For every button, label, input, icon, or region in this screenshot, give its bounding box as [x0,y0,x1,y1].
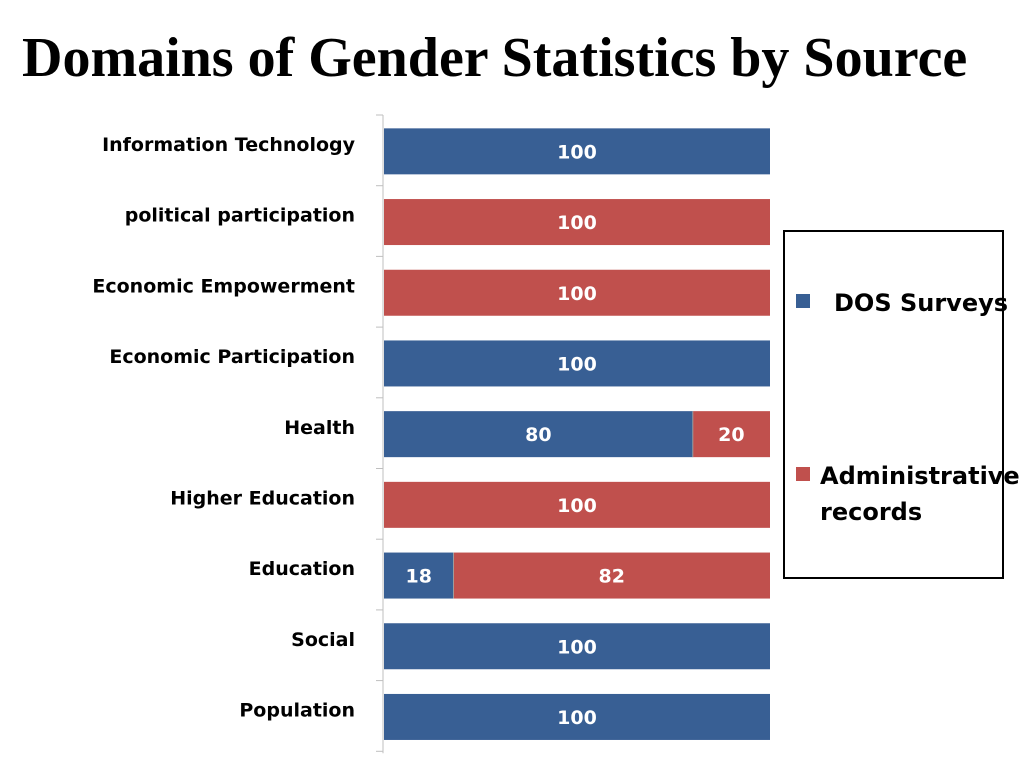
bar-administrative-records-economic-empowerment [384,269,770,316]
category-label-economic-empowerment: Economic Empowerment [92,275,355,297]
legend-swatch-dos-surveys [796,294,810,308]
bar-dos-surveys-social [384,623,770,670]
value-label-administrative-records-economic-empowerment: 100 [557,283,597,305]
category-label-education: Education [249,558,355,580]
value-label-dos-surveys-population: 100 [557,707,597,729]
category-labels: Information Technology political particip… [92,134,355,722]
value-label-administrative-records-higher-education: 100 [557,495,597,517]
bar-administrative-records-higher-education [384,481,770,528]
category-label-social: Social [291,629,355,651]
bar-administrative-records-political-participation [384,199,770,246]
legend-label-dos-surveys: DOS Surveys [834,289,1009,317]
legend-swatch-administrative-records [796,467,810,481]
value-labels: 100 100 100 100 80 20 100 18 82 100 100 [406,141,745,729]
bar-administrative-records-health [692,411,770,458]
value-label-administrative-records-health: 20 [718,424,744,446]
bar-dos-surveys-information-technology [384,128,770,175]
value-label-administrative-records-education: 82 [599,566,625,588]
value-label-dos-surveys-education: 18 [406,566,432,588]
value-label-dos-surveys-health: 80 [525,424,551,446]
bar-dos-surveys-economic-participation [384,340,770,387]
bar-dos-surveys-education [384,552,454,599]
category-axis [376,114,384,754]
value-label-dos-surveys-economic-participation: 100 [557,353,597,375]
category-label-population: Population [239,700,355,722]
legend: DOS Surveys Administrative records [783,230,1020,579]
bars [384,128,770,740]
category-label-information-technology: Information Technology [102,134,356,156]
value-label-dos-surveys-social: 100 [557,636,597,658]
bar-dos-surveys-population [384,693,770,740]
category-label-health: Health [284,417,355,439]
bar-dos-surveys-health [384,411,693,458]
category-label-higher-education: Higher Education [170,488,355,510]
category-label-political-participation: political participation [125,205,355,227]
category-label-economic-participation: Economic Participation [109,346,355,368]
bar-administrative-records-education [453,552,770,599]
value-label-administrative-records-political-participation: 100 [557,212,597,234]
legend-label-administrative-records: Administrative records [820,462,1020,526]
value-label-dos-surveys-information-technology: 100 [557,141,597,163]
chart-title: Domains of Gender Statistics by Source [22,27,968,89]
